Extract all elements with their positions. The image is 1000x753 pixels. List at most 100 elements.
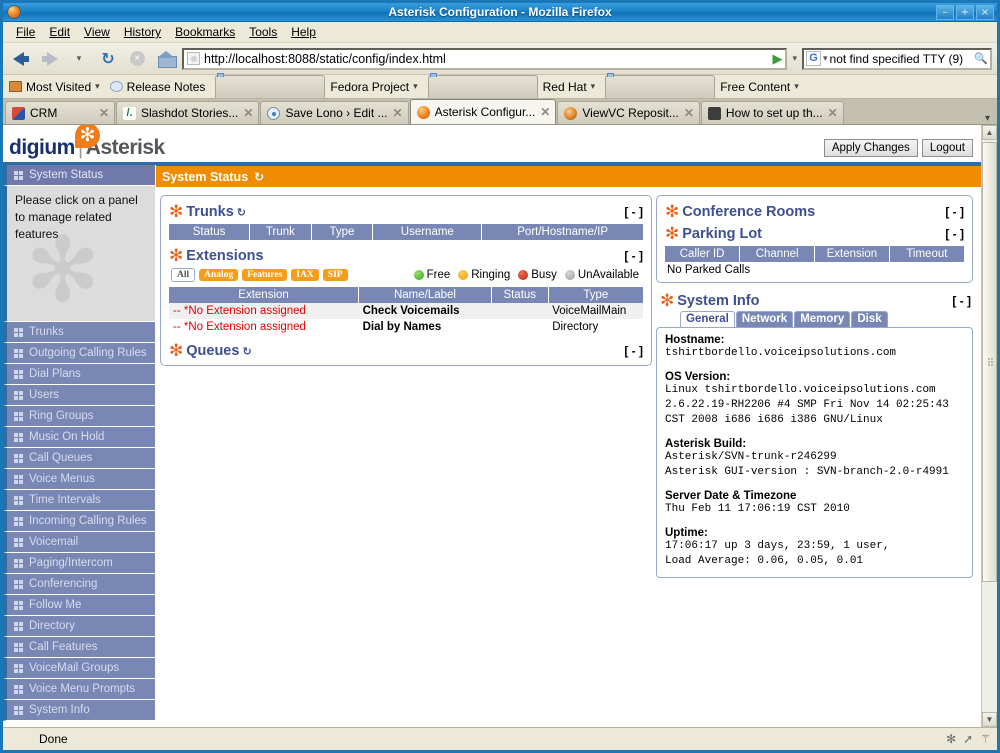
scroll-up-button[interactable]: ▲ [982, 125, 997, 140]
tab-network[interactable]: Network [735, 311, 794, 327]
menu-file-label: File [16, 25, 36, 39]
close-icon[interactable]: ✕ [540, 105, 551, 119]
close-icon[interactable]: ✕ [827, 106, 838, 120]
search-engine-chevron-icon[interactable]: ▾ [823, 53, 828, 63]
menu-view[interactable]: View [77, 23, 117, 41]
tab-general[interactable]: General [680, 311, 735, 327]
maximize-button[interactable]: + [956, 5, 974, 20]
bookmark-release-notes[interactable]: Release Notes [109, 80, 205, 94]
sidebar-item-call-queues[interactable]: Call Queues [3, 448, 155, 469]
sidebar-item-label: Trunks [29, 326, 64, 338]
asterisk-icon[interactable]: ✻ [946, 732, 957, 746]
grid-icon [14, 348, 23, 358]
minimize-button[interactable]: – [936, 5, 954, 20]
tab-list-dropdown-icon[interactable]: ▾ [984, 113, 990, 124]
filter-iax-button[interactable]: IAX [291, 269, 319, 281]
sidebar-item-incoming-calling-rules[interactable]: Incoming Calling Rules [3, 511, 155, 532]
conference-rooms-collapse-toggle[interactable]: [ - ] [945, 205, 964, 219]
sidebar-item-voicemail[interactable]: Voicemail [3, 532, 155, 553]
table-row[interactable]: -- *No Extension assigned Dial by Names … [169, 319, 643, 335]
bookmark-fedora-project[interactable]: Fedora Project ▾ [215, 73, 418, 98]
sidebar-item-conferencing[interactable]: Conferencing [3, 574, 155, 595]
tab-asterisk-configuration[interactable]: Asterisk Configur... ✕ [409, 99, 557, 124]
parking-lot-collapse-toggle[interactable]: [ - ] [945, 227, 964, 241]
page-scrollbar[interactable]: ▲ ▼ [981, 125, 997, 727]
conference-rooms-title-group: ✻ Conference Rooms [665, 204, 815, 221]
reload-button[interactable]: ↻ [95, 46, 121, 72]
scrollbar-thumb[interactable] [982, 142, 997, 582]
close-icon[interactable]: ✕ [98, 106, 109, 120]
filter-features-button[interactable]: Features [242, 269, 288, 281]
filter-sip-button[interactable]: SIP [322, 269, 348, 281]
sidebar-item-directory[interactable]: Directory [3, 616, 155, 637]
filter-all-button[interactable]: All [171, 268, 196, 282]
tab-save-lono[interactable]: Save Lono › Edit ... ✕ [260, 101, 409, 124]
search-input[interactable]: not find specified TTY (9) [829, 51, 964, 66]
refresh-icon[interactable]: ↻ [254, 169, 265, 184]
menu-tools[interactable]: Tools [242, 23, 284, 41]
forward-button[interactable] [37, 46, 63, 72]
search-icon[interactable]: 🔍 [974, 53, 988, 65]
sidebar-item-voice-menu-prompts[interactable]: Voice Menu Prompts [3, 679, 155, 700]
google-icon[interactable]: G [806, 51, 821, 66]
bookmark-red-hat[interactable]: Red Hat ▾ [427, 73, 595, 98]
history-dropdown-button[interactable]: ▾ [76, 53, 82, 63]
stop-button[interactable]: × [124, 46, 150, 72]
scroll-down-button[interactable]: ▼ [982, 712, 997, 727]
sidebar-item-system-info[interactable]: System Info [3, 700, 155, 721]
sidebar-item-music-on-hold[interactable]: Music On Hold [3, 427, 155, 448]
trunks-collapse-toggle[interactable]: [ - ] [624, 205, 643, 219]
tab-viewvc[interactable]: ViewVC Reposit... ✕ [557, 101, 700, 124]
go-icon[interactable]: ▶ [772, 50, 783, 66]
table-row[interactable]: -- *No Extension assigned Check Voicemai… [169, 303, 643, 319]
refresh-icon[interactable]: ↻ [236, 205, 247, 219]
system-info-collapse-toggle[interactable]: [ - ] [952, 294, 971, 308]
url-input[interactable]: http://localhost:8088/static/config/inde… [204, 51, 446, 66]
sidebar-item-ring-groups[interactable]: Ring Groups [3, 406, 155, 427]
queues-collapse-toggle[interactable]: [ - ] [624, 344, 643, 358]
menu-history[interactable]: History [117, 23, 168, 41]
sidebar-item-call-features[interactable]: Call Features [3, 637, 155, 658]
back-button[interactable] [8, 46, 34, 72]
menu-edit[interactable]: Edit [42, 23, 77, 41]
apply-changes-button[interactable]: Apply Changes [823, 139, 918, 157]
close-icon[interactable]: ✕ [392, 106, 403, 120]
refresh-icon[interactable]: ↻ [242, 344, 252, 358]
tab-how-to-set-up[interactable]: How to set up th... ✕ [700, 101, 844, 124]
close-icon[interactable]: ✕ [683, 106, 694, 120]
tab-memory[interactable]: Memory [794, 311, 851, 327]
close-button[interactable]: × [976, 5, 994, 20]
tab-disk[interactable]: Disk [851, 311, 888, 327]
url-bar[interactable]: http://localhost:8088/static/config/inde… [182, 47, 788, 70]
sidebar-item-paging-intercom[interactable]: Paging/Intercom [3, 553, 155, 574]
filter-analog-button[interactable]: Analog [199, 269, 239, 281]
home-button[interactable] [153, 46, 179, 72]
tab-slashdot[interactable]: /. Slashdot Stories... ✕ [116, 101, 260, 124]
sidebar-item-time-intervals[interactable]: Time Intervals [3, 490, 155, 511]
sidebar-item-system-status[interactable]: System Status [3, 165, 155, 186]
adblock-icon[interactable]: ➚ [963, 732, 974, 746]
sidebar-item-outgoing-calling-rules[interactable]: Outgoing Calling Rules [3, 343, 155, 364]
sidebar-item-users[interactable]: Users [3, 385, 155, 406]
menu-help[interactable]: Help [284, 23, 323, 41]
stop-icon: × [129, 51, 145, 66]
bookmark-most-visited[interactable]: Most Visited ▾ [9, 80, 100, 94]
logout-button[interactable]: Logout [921, 139, 973, 157]
menu-bookmarks[interactable]: Bookmarks [168, 23, 242, 41]
sidebar-item-dial-plans[interactable]: Dial Plans [3, 364, 155, 385]
sidebar-item-label: Ring Groups [29, 410, 94, 422]
sidebar-item-trunks[interactable]: Trunks [3, 322, 155, 343]
extensions-collapse-toggle[interactable]: [ - ] [624, 249, 643, 263]
sidebar-item-follow-me[interactable]: Follow Me [3, 595, 155, 616]
tab-crm[interactable]: CRM ✕ [5, 101, 115, 124]
bookmark-free-content[interactable]: Free Content ▾ [605, 73, 799, 98]
scrollbar-track[interactable] [982, 140, 997, 712]
shield-icon[interactable]: ⚚ [980, 732, 991, 746]
sidebar-item-voice-menus[interactable]: Voice Menus [3, 469, 155, 490]
search-bar[interactable]: G ▾ not find specified TTY (9) 🔍 [802, 47, 992, 70]
close-icon[interactable]: ✕ [243, 106, 254, 120]
sidebar-item-label: Directory [29, 620, 76, 632]
urlbar-dropdown-icon[interactable]: ▾ [792, 53, 797, 63]
sidebar-item-voicemail-groups[interactable]: VoiceMail Groups [3, 658, 155, 679]
menu-file[interactable]: File [9, 23, 42, 41]
